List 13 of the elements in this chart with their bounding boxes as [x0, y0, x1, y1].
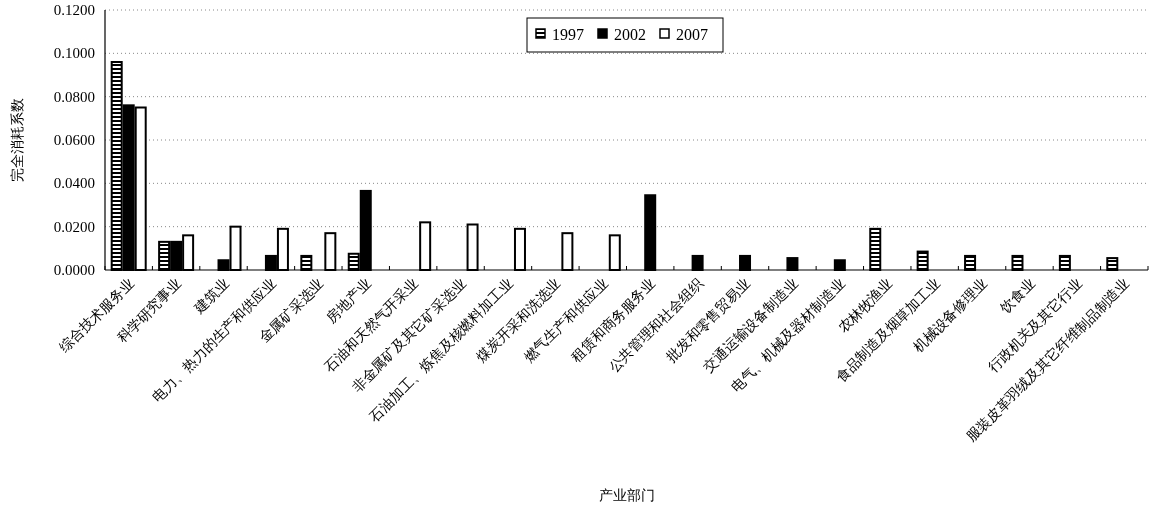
y-tick-label: 0.0600: [53, 132, 95, 148]
y-tick-label: 0.0200: [53, 218, 95, 235]
legend-label: 2002: [614, 26, 646, 43]
legend-label: 2007: [676, 26, 708, 43]
y-tick-label: 0.1200: [53, 2, 95, 18]
y-tick-label: 0.0800: [53, 88, 95, 105]
y-axis-title: 完全消耗系数: [10, 98, 25, 182]
x-tick-label: 饮食业: [996, 275, 1038, 317]
y-tick-label: 0.1000: [53, 45, 95, 62]
legend-label: 1997: [552, 26, 584, 43]
x-axis-title: 产业部门: [598, 488, 655, 503]
y-tick-label: 0.0400: [53, 175, 95, 192]
y-tick-label: 0.0000: [53, 262, 95, 278]
